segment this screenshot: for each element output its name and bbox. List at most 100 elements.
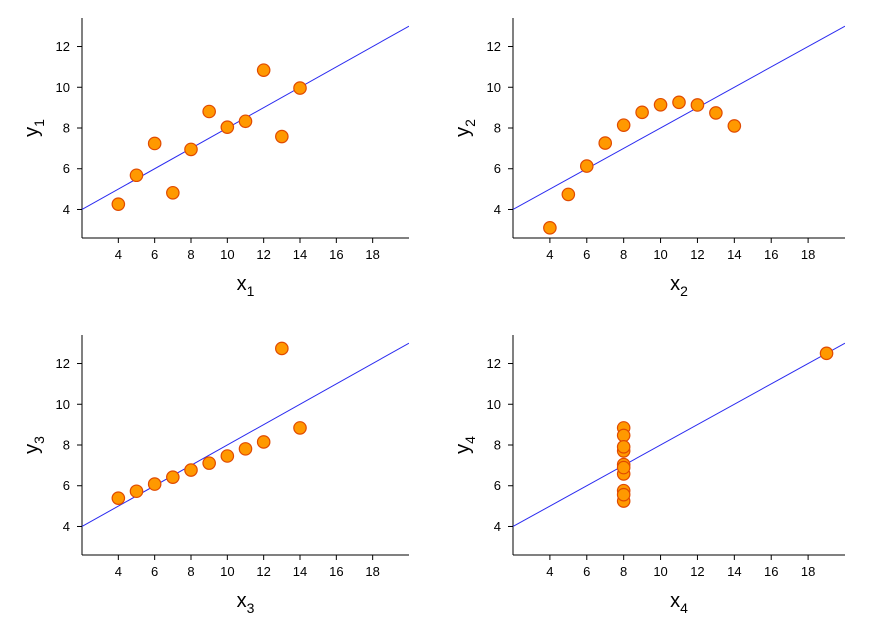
y-axis-title: y3: [21, 436, 47, 454]
data-point: [543, 221, 557, 235]
y-tick-label: 12: [487, 39, 501, 54]
x-tick-label: 12: [256, 564, 270, 579]
data-point: [111, 197, 126, 211]
data-point: [256, 435, 271, 449]
data-point: [166, 470, 180, 484]
data-point: [616, 487, 631, 502]
data-point: [202, 104, 216, 119]
x-tick-label: 18: [365, 564, 379, 579]
x-tick-label: 12: [256, 247, 270, 262]
data-point: [672, 95, 686, 110]
y-tick-label: 8: [63, 438, 70, 453]
x-tick-label: 6: [151, 247, 158, 262]
data-point: [275, 341, 289, 356]
x-tick-label: 12: [690, 564, 704, 579]
x-tick-label: 8: [187, 247, 194, 262]
y-axis-title: y1: [21, 119, 47, 137]
x-tick-label: 16: [764, 247, 778, 262]
data-point: [579, 159, 594, 173]
y-tick-label: 4: [494, 519, 501, 534]
data-point: [616, 428, 631, 443]
x-tick-label: 14: [727, 564, 741, 579]
y-tick-label: 6: [63, 478, 70, 493]
x-tick-label: 10: [653, 247, 667, 262]
x-tick-label: 6: [583, 564, 590, 579]
data-point: [275, 129, 289, 144]
y-tick-label: 10: [487, 80, 501, 95]
data-point: [598, 136, 613, 150]
x-tick-label: 10: [220, 247, 234, 262]
y-tick-label: 4: [63, 202, 70, 217]
data-point: [129, 168, 144, 183]
y-tick-label: 8: [63, 121, 70, 136]
data-point: [238, 114, 253, 129]
x-axis-title: x1: [237, 273, 255, 299]
data-point: [256, 63, 271, 77]
data-point: [111, 491, 126, 505]
x-tick-label: 6: [151, 564, 158, 579]
x-tick-label: 14: [293, 247, 307, 262]
data-point: [129, 484, 144, 499]
y-tick-label: 12: [56, 39, 70, 54]
data-point: [184, 463, 198, 477]
y-tick-label: 6: [494, 161, 501, 176]
data-point: [819, 346, 834, 361]
x-tick-label: 10: [653, 564, 667, 579]
data-point: [709, 106, 723, 120]
y-tick-label: 4: [63, 519, 70, 534]
data-point: [616, 440, 631, 454]
x-tick-label: 18: [365, 247, 379, 262]
x-tick-label: 10: [220, 564, 234, 579]
x-axis-title: x4: [670, 590, 688, 616]
regression-line: [513, 25, 845, 210]
x-tick-label: 6: [583, 247, 590, 262]
data-point: [184, 142, 198, 157]
x-tick-label: 8: [620, 247, 627, 262]
x-tick-label: 18: [801, 247, 815, 262]
y-tick-label: 10: [56, 397, 70, 412]
data-point: [202, 456, 216, 470]
x-axis-title: x2: [670, 273, 688, 299]
x-tick-label: 18: [801, 564, 815, 579]
y-tick-label: 12: [487, 356, 501, 371]
x-tick-label: 8: [187, 564, 194, 579]
data-point: [727, 119, 742, 133]
data-point: [616, 118, 631, 132]
data-point: [166, 185, 180, 200]
x-tick-label: 4: [115, 247, 122, 262]
x-tick-label: 4: [546, 247, 553, 262]
y-tick-label: 12: [56, 356, 70, 371]
regression-line: [82, 342, 409, 527]
data-point: [293, 421, 307, 435]
regression-line: [513, 342, 845, 527]
x-tick-label: 8: [620, 564, 627, 579]
x-tick-label: 16: [329, 564, 343, 579]
y-tick-label: 8: [494, 121, 501, 136]
data-point: [690, 98, 705, 112]
data-point: [635, 105, 649, 120]
data-point: [238, 442, 253, 456]
x-axis-title: x3: [237, 590, 255, 616]
x-tick-label: 16: [764, 564, 778, 579]
x-tick-label: 14: [293, 564, 307, 579]
y-tick-label: 10: [56, 80, 70, 95]
data-point: [293, 81, 307, 95]
y-tick-label: 6: [494, 478, 501, 493]
y-tick-label: 8: [494, 438, 501, 453]
x-tick-label: 4: [115, 564, 122, 579]
x-tick-label: 14: [727, 247, 741, 262]
y-axis-title: y2: [452, 119, 478, 137]
data-point: [147, 477, 162, 491]
data-point: [616, 460, 631, 475]
y-tick-label: 6: [63, 161, 70, 176]
data-point: [220, 449, 235, 463]
x-tick-label: 4: [546, 564, 553, 579]
data-point: [561, 187, 576, 202]
data-point: [653, 97, 668, 112]
x-tick-label: 12: [690, 247, 704, 262]
